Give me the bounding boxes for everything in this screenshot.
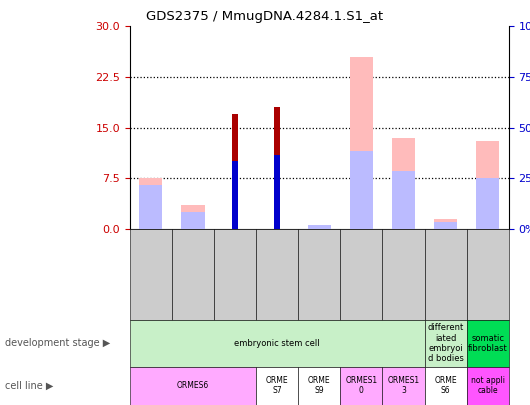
Bar: [434, 219, 457, 229]
Bar: [476, 141, 499, 229]
Text: GDS2375 / MmugDNA.4284.1.S1_at: GDS2375 / MmugDNA.4284.1.S1_at: [146, 10, 384, 23]
Text: somatic
fibroblast: somatic fibroblast: [468, 334, 508, 353]
Bar: [274, 155, 280, 229]
Bar: [139, 185, 163, 229]
Bar: [434, 222, 457, 229]
Text: development stage ▶: development stage ▶: [5, 338, 111, 348]
Bar: [392, 138, 415, 229]
Text: not appli
cable: not appli cable: [471, 376, 505, 395]
Bar: [181, 205, 205, 229]
Bar: [308, 226, 331, 229]
Bar: [232, 161, 238, 229]
Text: different
iated
embryoi
d bodies: different iated embryoi d bodies: [428, 323, 464, 363]
Bar: [392, 171, 415, 229]
Text: embryonic stem cell: embryonic stem cell: [234, 339, 320, 348]
Text: cell line ▶: cell line ▶: [5, 381, 54, 391]
Text: ORME
S7: ORME S7: [266, 376, 288, 395]
Bar: [350, 57, 373, 229]
Bar: [139, 178, 163, 229]
Bar: [476, 178, 499, 229]
Bar: [350, 151, 373, 229]
Text: ORMES1
0: ORMES1 0: [346, 376, 377, 395]
Text: ORMES6: ORMES6: [177, 381, 209, 390]
Bar: [181, 212, 205, 229]
Text: ORME
S9: ORME S9: [308, 376, 331, 395]
Bar: [274, 107, 280, 229]
Text: ORMES1
3: ORMES1 3: [387, 376, 420, 395]
Bar: [232, 114, 238, 229]
Text: ORME
S6: ORME S6: [434, 376, 457, 395]
